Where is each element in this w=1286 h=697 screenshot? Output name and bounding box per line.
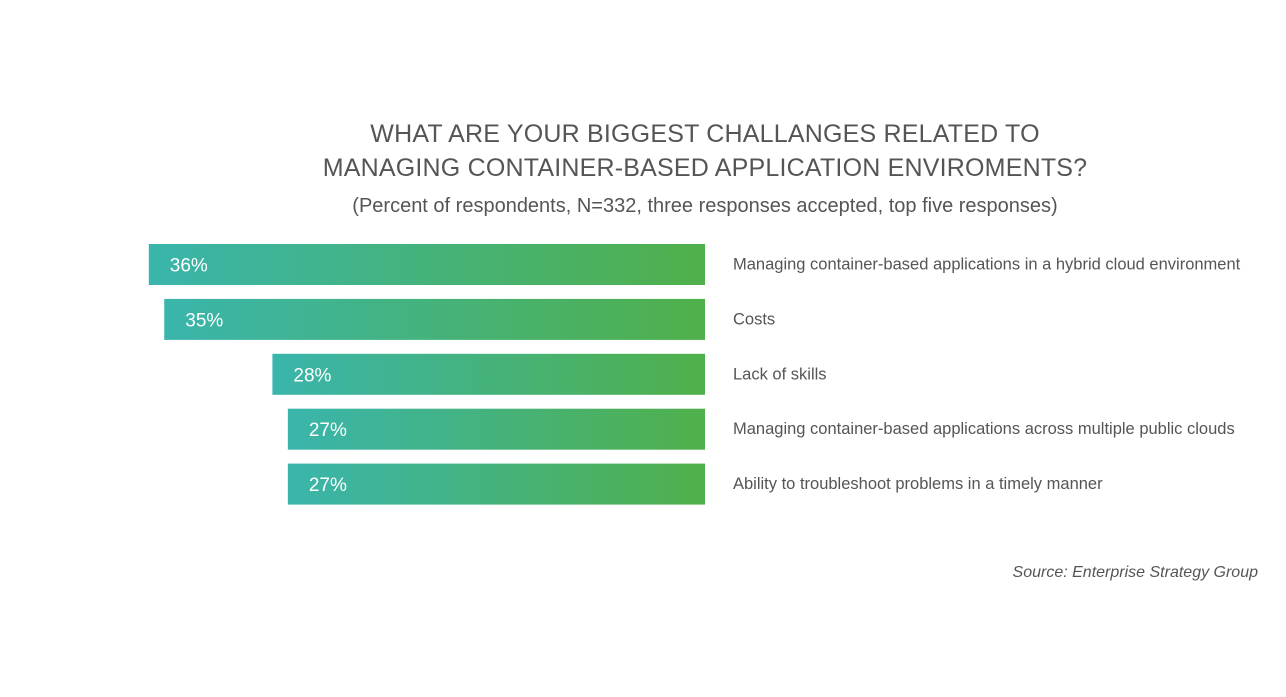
category-label-2: Costs bbox=[733, 310, 775, 328]
bar-2 bbox=[164, 298, 705, 340]
bar-3 bbox=[272, 353, 705, 395]
chart-title-line-2: MANAGING CONTAINER-BASED APPLICATION ENV… bbox=[322, 154, 1088, 182]
category-label-4: Managing container-based applications ac… bbox=[733, 420, 1235, 438]
bar-value-label-2: 35% bbox=[185, 310, 223, 331]
bar-4 bbox=[287, 408, 705, 450]
bars-group: 36% Managing container-based applications… bbox=[148, 244, 1241, 505]
bar-value-label-4: 27% bbox=[309, 420, 347, 441]
chart-title-line-1: WHAT ARE YOUR BIGGEST CHALLANGES RELATED… bbox=[370, 120, 1040, 148]
category-label-5: Ability to troubleshoot problems in a ti… bbox=[733, 475, 1103, 493]
category-label-3: Lack of skills bbox=[733, 365, 827, 383]
bar-value-label-1: 36% bbox=[170, 256, 208, 277]
bar-value-label-5: 27% bbox=[309, 475, 347, 496]
bar-value-label-3: 28% bbox=[293, 365, 331, 386]
category-label-1: Managing container-based applications in… bbox=[733, 256, 1241, 274]
source-note: Source: Enterprise Strategy Group bbox=[1012, 564, 1258, 581]
chart-subtitle: (Percent of respondents, N=332, three re… bbox=[352, 195, 1058, 217]
bar-1 bbox=[148, 244, 706, 285]
bar-5 bbox=[287, 463, 705, 505]
